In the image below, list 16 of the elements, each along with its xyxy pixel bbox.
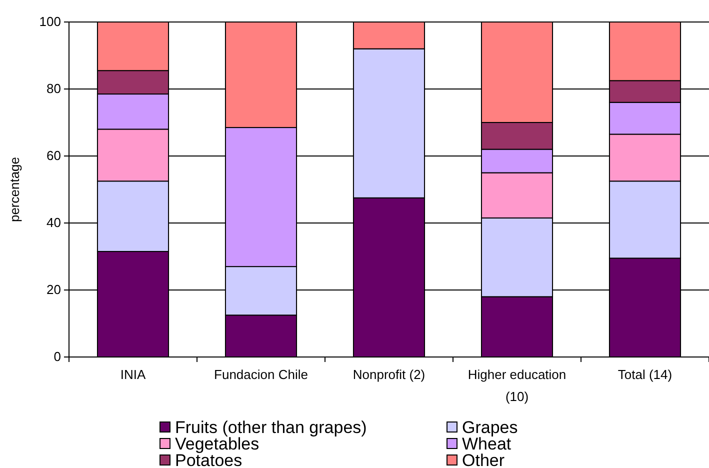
y-tick-label: 40 xyxy=(46,215,61,230)
x-tick-label: Total (14) xyxy=(618,367,672,382)
y-axis-title: percentage xyxy=(7,156,22,222)
legend-label: Wheat xyxy=(462,434,512,454)
y-tick-label: 0 xyxy=(54,349,61,364)
y-tick-label: 100 xyxy=(39,14,61,30)
x-tick-label: Higher education (10) xyxy=(468,367,566,404)
y-tick-label: 80 xyxy=(46,81,61,96)
x-tick-label: INIA xyxy=(120,367,146,382)
y-tick-label: 20 xyxy=(46,282,61,298)
x-tick-label: Nonprofit (2) xyxy=(352,367,426,382)
y-tick-label: 60 xyxy=(46,148,61,164)
legend-label: Grapes xyxy=(462,418,518,437)
legend-label: Other xyxy=(462,451,505,468)
legend-label: Fruits (other than grapes) xyxy=(175,418,367,437)
x-tick-label: Fundacion Chile xyxy=(214,367,308,382)
